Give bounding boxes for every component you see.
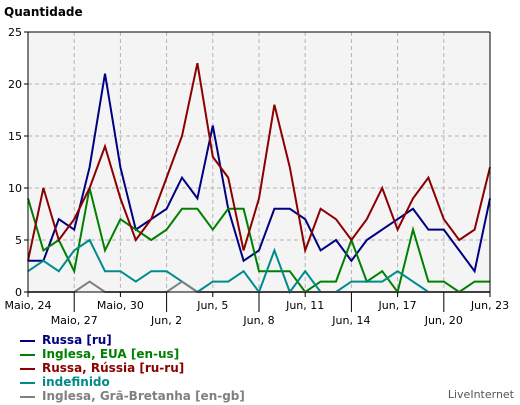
x-tick-label: Jun, 5 — [196, 299, 228, 312]
y-tick-label: 10 — [8, 182, 22, 195]
y-axis-title: Quantidade — [4, 5, 83, 19]
legend-label: Inglesa, Grã-Bretanha [en-gb] — [42, 389, 245, 403]
x-tick-label: Jun, 8 — [242, 314, 274, 327]
x-tick-label: Maio, 27 — [51, 314, 98, 327]
series-line — [28, 73, 491, 274]
legend-swatch — [20, 354, 35, 356]
x-tick-label: Jun, 17 — [378, 299, 417, 312]
legend-swatch — [20, 340, 35, 342]
legend-swatch — [20, 396, 35, 398]
legend-label: indefinido — [42, 375, 110, 389]
x-tick-label: Jun, 23 — [470, 299, 509, 312]
legend-label: Russa [ru] — [42, 333, 112, 347]
x-tick-label: Jun, 2 — [150, 314, 182, 327]
axes — [24, 31, 491, 312]
grid-lines — [28, 32, 490, 292]
y-tick-label: 25 — [8, 26, 22, 39]
x-tick-label: Maio, 24 — [4, 299, 51, 312]
y-tick-label: 15 — [8, 130, 22, 143]
x-tick-label: Maio, 30 — [97, 299, 144, 312]
credit-label: LiveInternet — [447, 388, 514, 401]
legend-label: Inglesa, EUA [en-us] — [42, 347, 180, 361]
series-line — [27, 62, 491, 262]
y-tick-label: 5 — [15, 234, 22, 247]
legend-swatch — [20, 382, 35, 384]
y-tick-label: 0 — [15, 286, 22, 299]
x-tick-label: Jun, 11 — [285, 299, 324, 312]
x-tick-label: Jun, 14 — [331, 314, 370, 327]
y-tick-label: 20 — [8, 78, 22, 91]
legend-swatch — [20, 368, 35, 370]
legend-label: Russa, Rússia [ru-ru] — [42, 361, 185, 375]
x-tick-label: Jun, 20 — [424, 314, 463, 327]
series-line — [27, 187, 490, 295]
